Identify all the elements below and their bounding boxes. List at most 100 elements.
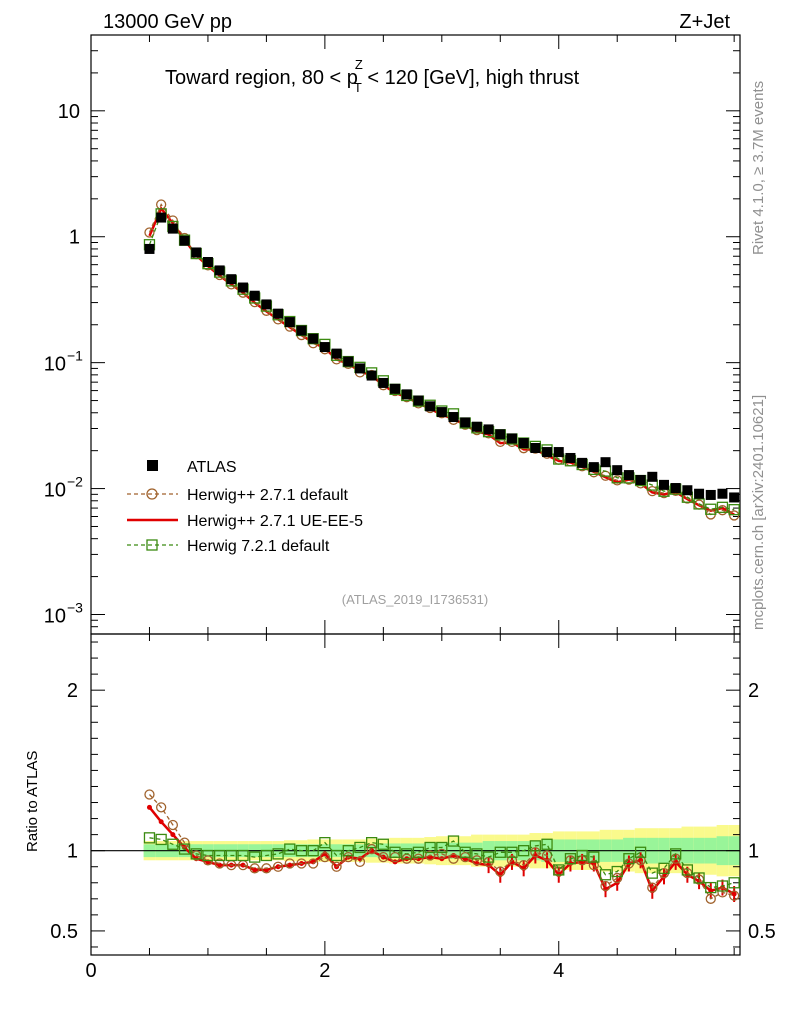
herwig-721-main-point	[716, 501, 729, 513]
rivet-version-label: Rivet 4.1.0, ≥ 3.7M events	[750, 81, 767, 255]
atlas-data-point	[249, 290, 260, 301]
x-tick-label: 2	[319, 960, 330, 982]
herwig-default-main-point	[647, 485, 658, 497]
atlas-data-point	[226, 274, 237, 285]
atlas-data-point	[518, 438, 529, 449]
atlas-data-point	[705, 489, 716, 500]
legend-herwig-721-marker	[146, 539, 158, 551]
atlas-data-point	[658, 479, 669, 490]
atlas-data-point	[670, 483, 681, 494]
herwig-default-ratio-point	[518, 859, 529, 871]
atlas-data-point	[495, 429, 506, 440]
atlas-data-point	[694, 488, 705, 499]
herwig-default-ratio-point	[378, 851, 389, 863]
atlas-data-point	[530, 442, 541, 453]
herwig-721-ratio-point	[447, 835, 460, 847]
herwig-721-ratio-point	[681, 864, 694, 876]
herwig-default-ratio-point	[413, 853, 424, 864]
herwig-default-ratio-point	[424, 850, 436, 861]
ratio-y-tick-label-right: 0.5	[748, 921, 776, 943]
atlas-data-point	[506, 433, 517, 444]
atlas-data-point	[635, 474, 646, 485]
herwig-721-ratio-point	[412, 846, 425, 858]
herwig-default-ratio-point	[354, 856, 366, 868]
ratio-y-tick-label: 2	[67, 680, 78, 702]
herwig-721-ratio-point	[354, 841, 366, 854]
atlas-data-point	[588, 462, 599, 473]
herwig-721-main-line	[148, 212, 735, 511]
herwig-default-ratio-point	[179, 837, 190, 848]
legend-herwig-721-label: Herwig 7.2.1 default	[187, 538, 330, 555]
atlas-data-point	[553, 447, 564, 458]
herwig-721-ratio-point	[482, 851, 495, 863]
atlas-data-point	[273, 308, 284, 319]
plot-title: Toward region, 80 < pZ T < 120 [GeV], hig…	[165, 57, 580, 95]
atlas-data-point	[331, 348, 342, 359]
legend-herwig-default-label: Herwig++ 2.7.1 default	[187, 487, 349, 504]
series-herwig-uee5	[146, 206, 737, 903]
herwig-default-ratio-point	[600, 880, 611, 892]
herwig-721-main-point	[693, 498, 705, 510]
herwig-721-ratio-point	[716, 880, 729, 892]
herwig-default-ratio-point	[530, 847, 541, 858]
herwig-default-ratio-point	[144, 789, 155, 800]
herwig-721-ratio-point	[529, 840, 542, 852]
herwig-721-ratio-point	[260, 849, 273, 862]
ratio-y-tick-label-right: 1	[748, 841, 759, 863]
herwig-default-ratio-point	[471, 855, 483, 866]
herwig-default-ratio-point	[272, 861, 284, 872]
atlas-data-point	[191, 247, 202, 258]
herwig-721-ratio-point	[167, 838, 179, 850]
atlas-data-point	[238, 282, 249, 293]
herwig-721-ratio-point	[307, 845, 319, 857]
y-tick-label: 1	[69, 227, 80, 249]
herwig-default-ratio-point	[717, 887, 728, 898]
legend-herwig-default-marker	[146, 488, 158, 500]
y-tick-label-exponent: −3	[67, 599, 83, 615]
herwig-721-ratio-line	[149, 837, 735, 889]
herwig-721-ratio-point	[401, 848, 413, 860]
herwig-721-main-point	[705, 503, 717, 515]
herwig-default-main-line	[148, 203, 735, 516]
mcplots-label: mcplots.cern.ch [arXiv:2401.10621]	[750, 395, 767, 630]
atlas-data-point	[425, 401, 436, 412]
ratio-ylabel: Ratio to ATLAS	[24, 751, 41, 852]
herwig-uee5-ratio-point	[158, 819, 164, 825]
atlas-data-point	[682, 485, 693, 496]
atlas-data-point	[577, 457, 588, 468]
herwig-721-ratio-point	[249, 851, 261, 863]
herwig-default-ratio-point	[647, 882, 658, 893]
ratio-y-tick-label-right: 2	[748, 680, 759, 702]
herwig-default-ratio-point	[729, 890, 740, 901]
atlas-data-point	[460, 417, 471, 428]
y-tick-label: 10	[44, 605, 66, 627]
herwig-default-ratio-point	[296, 858, 307, 869]
herwig-721-ratio-point	[518, 845, 530, 857]
herwig-721-ratio-point	[389, 846, 401, 858]
herwig-721-ratio-point	[225, 849, 237, 862]
herwig-default-ratio-point	[331, 861, 342, 872]
herwig-default-ratio-point	[308, 858, 319, 869]
herwig-721-ratio-point	[436, 841, 448, 854]
atlas-data-point	[261, 299, 272, 310]
herwig-default-main-point	[729, 510, 740, 521]
herwig-721-ratio-point	[202, 849, 214, 862]
y-tick-label: 10	[44, 480, 66, 502]
herwig-721-ratio-point	[576, 849, 588, 862]
herwig-721-ratio-point	[471, 848, 483, 860]
atlas-data-point	[729, 492, 740, 503]
herwig-default-ratio-point	[156, 802, 167, 813]
atlas-data-point	[179, 235, 190, 246]
herwig-default-ratio-point	[284, 858, 295, 869]
legend: ATLAS Herwig++ 2.7.1 default Herwig++ 2.…	[127, 459, 363, 555]
plot-title-rest: < 120 [GeV], high thrust	[362, 67, 580, 89]
herwig-721-ratio-point	[553, 864, 565, 876]
herwig-721-ratio-point	[459, 846, 471, 858]
atlas-data-point	[343, 356, 354, 367]
atlas-data-point	[354, 363, 365, 374]
herwig-default-ratio-point	[635, 855, 646, 866]
herwig-721-ratio-point	[342, 845, 354, 857]
herwig-721-ratio-point	[284, 843, 296, 855]
